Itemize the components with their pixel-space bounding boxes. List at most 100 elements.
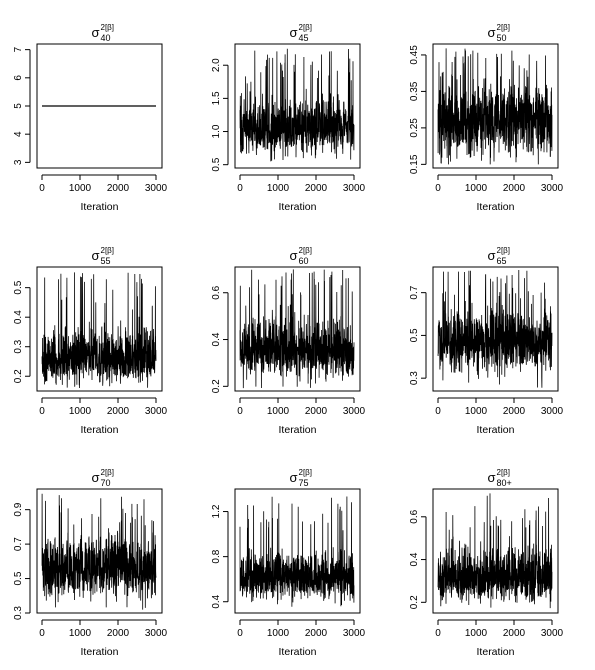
y-tick-label: 0.15 — [409, 154, 420, 174]
y-tick-label: 7 — [13, 46, 24, 52]
y-tick-label: 5 — [13, 103, 24, 109]
panel-40: σ 2[β]40 0 1000 2000 3000 Iteration 3 4 5 6 7 — [13, 23, 168, 213]
x-tick-label: 3000 — [541, 406, 564, 417]
y-tick-label: 0.5 — [13, 280, 24, 294]
x-tick-label: 0 — [237, 406, 243, 417]
panel-50: σ 2[β]50 0 1000 2000 3000 Iteration 0.15 0.25 0.3… — [409, 23, 564, 213]
x-axis-label: Iteration — [81, 424, 119, 436]
x-axis-label: Iteration — [279, 646, 317, 658]
panel-title-superscript: 2[β] — [497, 246, 511, 255]
x-tick-label: 1000 — [267, 183, 290, 194]
panel-title-subscript: 45 — [299, 33, 309, 43]
x-tick-label: 3000 — [541, 183, 564, 194]
x-tick-label: 3000 — [541, 628, 564, 639]
x-tick-label: 2000 — [503, 183, 526, 194]
y-tick-label: 2.0 — [211, 58, 222, 72]
panel-title-superscript: 2[β] — [299, 246, 313, 255]
panel-title-superscript: 2[β] — [299, 468, 313, 477]
panel-title-superscript: 2[β] — [101, 23, 115, 32]
y-tick-label: 6 — [13, 75, 24, 81]
x-tick-label: 3000 — [343, 628, 366, 639]
panel-title-superscript: 2[β] — [101, 468, 115, 477]
trace-line — [239, 269, 355, 389]
panel-75: σ 2[β]75 0 1000 2000 3000 Iteration 0.4 0.8 1.2 — [211, 468, 366, 658]
plot-frame — [36, 266, 163, 392]
panel-65: σ 2[β]65 0 1000 2000 3000 Iteration 0.3 0.5 0.7 — [409, 246, 564, 436]
panel-title-subscript: 65 — [497, 256, 507, 266]
x-tick-label: 0 — [39, 628, 45, 639]
x-axis-label: Iteration — [81, 201, 119, 213]
y-tick-label: 0.2 — [211, 379, 222, 393]
y-tick-label: 0.4 — [211, 594, 222, 608]
x-tick-label: 2000 — [107, 628, 130, 639]
x-tick-label: 2000 — [305, 183, 328, 194]
x-tick-label: 1000 — [69, 406, 92, 417]
x-axis-label: Iteration — [477, 201, 515, 213]
plot-frame — [234, 266, 361, 392]
y-tick-label: 0.3 — [13, 339, 24, 353]
trace-line — [41, 272, 157, 389]
x-axis-label: Iteration — [477, 424, 515, 436]
y-tick-label: 4 — [13, 131, 24, 137]
y-tick-label: 3 — [13, 159, 24, 165]
x-tick-label: 1000 — [69, 183, 92, 194]
x-tick-label: 3000 — [145, 406, 168, 417]
x-tick-label: 0 — [39, 406, 45, 417]
panel-title: σ — [91, 470, 99, 485]
panel-title: σ — [289, 25, 297, 40]
x-tick-label: 3000 — [145, 628, 168, 639]
panel-55: σ 2[β]55 0 1000 2000 3000 Iteration 0.2 0.3 0.4 0.… — [13, 246, 168, 436]
panel-title: σ — [91, 248, 99, 263]
y-tick-label: 0.25 — [409, 118, 420, 138]
y-tick-label: 0.9 — [13, 502, 24, 516]
y-tick-label: 0.4 — [211, 332, 222, 346]
panel-title-subscript: 50 — [497, 33, 507, 43]
x-axis-label: Iteration — [279, 424, 317, 436]
x-axis-label: Iteration — [279, 201, 317, 213]
y-tick-label: 0.5 — [13, 571, 24, 585]
panel-title-superscript: 2[β] — [497, 468, 511, 477]
y-tick-label: 0.6 — [409, 509, 420, 523]
panel-title: σ — [487, 248, 495, 263]
x-tick-label: 1000 — [267, 628, 290, 639]
x-tick-label: 3000 — [343, 406, 366, 417]
trace-line — [41, 493, 157, 610]
plot-frame — [36, 488, 163, 614]
panel-title-subscript: 40 — [101, 33, 111, 43]
trace-line — [437, 269, 553, 388]
panel-title-subscript: 70 — [101, 478, 111, 488]
plot-frame — [432, 488, 559, 614]
y-tick-label: 0.5 — [211, 157, 222, 171]
y-tick-label: 0.3 — [13, 606, 24, 620]
y-tick-label: 0.2 — [13, 369, 24, 383]
y-tick-label: 0.2 — [409, 595, 420, 609]
panel-70: σ 2[β]70 0 1000 2000 3000 Iteration 0.3 0.5 0.7 0.… — [13, 468, 168, 658]
x-tick-label: 2000 — [107, 183, 130, 194]
x-tick-label: 0 — [435, 406, 441, 417]
plot-frame — [432, 266, 559, 392]
x-tick-label: 1000 — [69, 628, 92, 639]
y-tick-label: 0.35 — [409, 81, 420, 101]
y-tick-label: 0.7 — [13, 537, 24, 551]
panel-title-subscript: 75 — [299, 478, 309, 488]
trace-line — [437, 48, 553, 165]
panel-title-superscript: 2[β] — [497, 23, 511, 32]
plot-frame — [234, 43, 361, 169]
x-tick-label: 2000 — [305, 628, 328, 639]
x-tick-label: 1000 — [465, 628, 488, 639]
y-tick-label: 0.4 — [409, 552, 420, 566]
x-tick-label: 0 — [237, 628, 243, 639]
y-tick-label: 0.8 — [211, 549, 222, 563]
x-tick-label: 1000 — [465, 406, 488, 417]
y-tick-label: 0.45 — [409, 45, 420, 65]
plot-frame — [432, 43, 559, 169]
plot-frame — [36, 43, 163, 169]
trace-line — [239, 496, 355, 607]
panel-60: σ 2[β]60 0 1000 2000 3000 Iteration 0.2 0.4 0.6 — [211, 246, 366, 436]
x-tick-label: 2000 — [107, 406, 130, 417]
x-tick-label: 1000 — [465, 183, 488, 194]
plot-frame — [234, 488, 361, 614]
x-tick-label: 2000 — [503, 628, 526, 639]
